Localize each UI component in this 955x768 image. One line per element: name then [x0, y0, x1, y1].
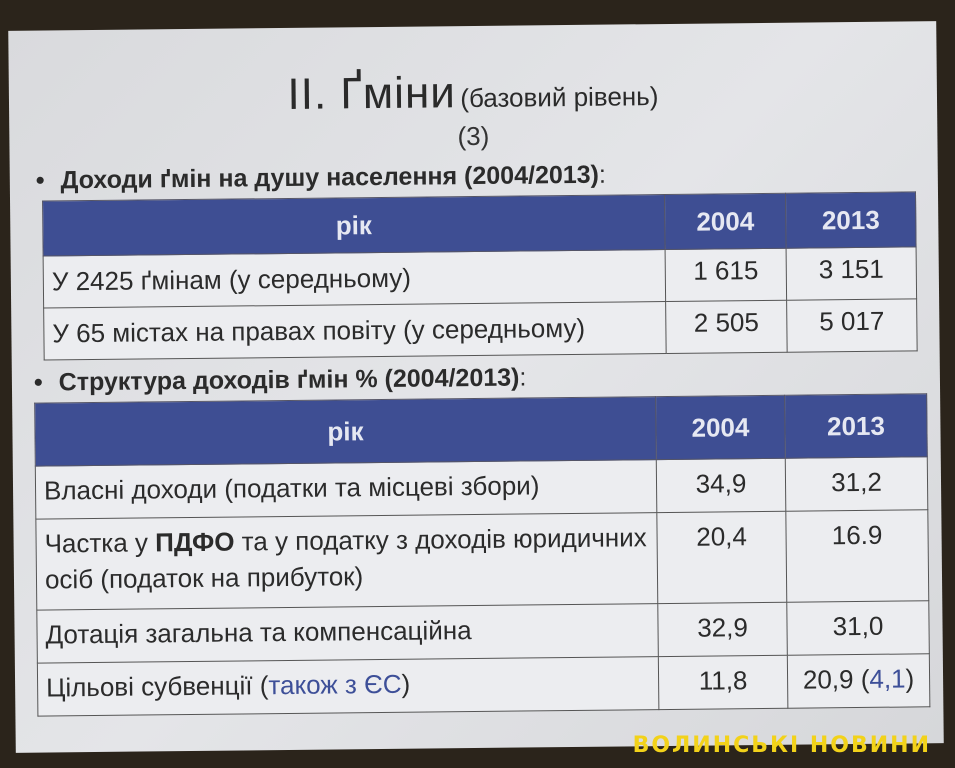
label-text: Цільові субвенції ( — [45, 670, 269, 703]
header-cell: 2004 — [655, 395, 786, 460]
value-cell: 1 615 — [665, 248, 787, 302]
value-text: ) — [905, 663, 915, 694]
heading-text: Структура доходів ґмін % (2004/2013) — [58, 363, 520, 397]
slide-title: ІІ. Ґміни (базовий рівень) — [9, 63, 937, 123]
value-cell: 32,9 — [657, 602, 788, 657]
income-per-capita-table: рік 2004 2013 У 2425 ґмінам (у середньом… — [42, 191, 918, 361]
colon: : — [598, 160, 607, 189]
row-label: Цільові субвенції (також з ЄС) — [37, 656, 659, 717]
value-cell: 34,9 — [656, 458, 786, 513]
label-blue: також з ЄС — [268, 668, 402, 701]
table-header-row: рік 2004 2013 — [42, 191, 917, 257]
value-cell: 3 151 — [786, 246, 917, 301]
row-label: Дотація загальна та компенсаційна — [36, 603, 659, 664]
label-text: Частка у — [44, 527, 156, 559]
row-label: Частка у ПДФО та у податку з доходів юри… — [35, 512, 658, 611]
header-cell: рік — [34, 396, 657, 467]
header-cell: рік — [42, 194, 666, 257]
header-cell: 2013 — [785, 191, 917, 249]
value-cell: 2 505 — [665, 300, 788, 354]
bullet-icon: • — [33, 368, 43, 397]
header-cell: 2004 — [664, 193, 787, 250]
table-row: Цільові субвенції (також з ЄС) 11,8 20,9… — [37, 653, 930, 717]
table-row: У 65 містах на правах повіту (у середньо… — [43, 298, 918, 361]
value-cell: 11,8 — [658, 655, 788, 710]
row-label: У 2425 ґмінам (у середньому) — [43, 249, 666, 309]
section2-heading: • Структура доходів ґмін % (2004/2013): — [34, 363, 527, 397]
table-row: У 2425 ґмінам (у середньому) 1 615 3 151 — [43, 246, 917, 309]
row-label: У 65 містах на правах повіту (у середньо… — [43, 301, 667, 361]
header-cell: 2013 — [784, 393, 928, 459]
bullet-icon: • — [35, 166, 45, 195]
label-bold: ПДФО — [155, 526, 235, 558]
table-header-row: рік 2004 2013 — [34, 393, 928, 467]
row-label: Власні доходи (податки та місцеві збори) — [35, 459, 657, 520]
value-cell: 31,2 — [785, 456, 928, 512]
title-main: ІІ. Ґміни — [287, 68, 457, 119]
table-row: Власні доходи (податки та місцеві збори)… — [35, 456, 928, 520]
heading-text: Доходи ґмін на душу населення (2004/2013… — [60, 160, 600, 195]
value-cell: 20,4 — [656, 511, 787, 604]
presentation-slide: ІІ. Ґміни (базовий рівень) (3) • Доходи ґ… — [8, 21, 944, 753]
value-cell: 16.9 — [785, 509, 929, 603]
section1-heading: • Доходи ґмін на душу населення (2004/201… — [36, 161, 606, 196]
colon: : — [519, 363, 527, 392]
watermark-logo: ВОЛИНСЬКІ НОВИНИ — [632, 733, 931, 758]
value-cell: 31,0 — [786, 600, 930, 656]
table-row: Частка у ПДФО та у податку з доходів юри… — [35, 509, 929, 611]
income-structure-table: рік 2004 2013 Власні доходи (податки та … — [34, 393, 931, 717]
value-text: 20,9 ( — [802, 663, 870, 695]
slide-number: (3) — [457, 120, 490, 152]
value-blue: 4,1 — [869, 663, 906, 694]
value-cell: 5 017 — [786, 298, 918, 353]
table-row: Дотація загальна та компенсаційна 32,9 3… — [36, 600, 930, 664]
label-text: ) — [401, 668, 411, 699]
title-subtitle: (базовий рівень) — [460, 81, 659, 114]
value-cell: 20,9 (4,1) — [787, 653, 930, 709]
